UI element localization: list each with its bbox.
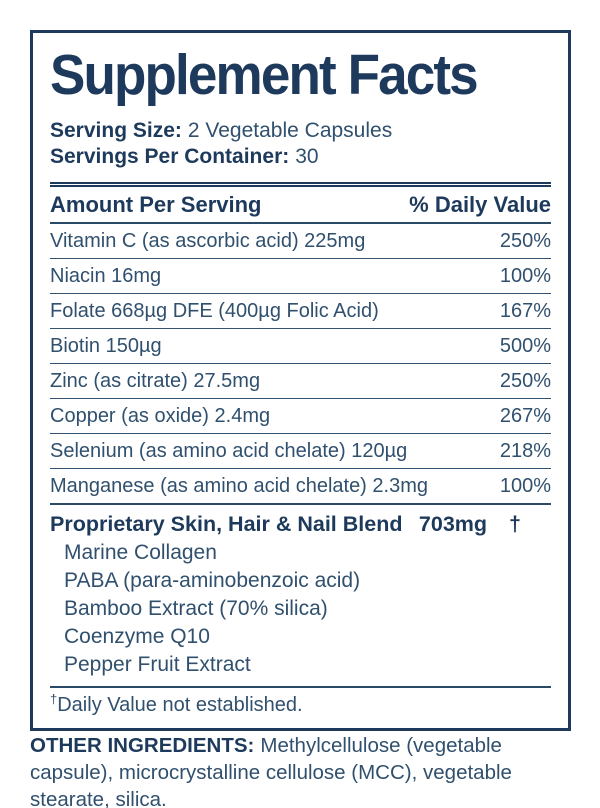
- amount-per-serving-header: Amount Per Serving: [50, 192, 262, 217]
- other-ingredients-text: Methylcellulose (vegetable capsule), mic…: [30, 734, 512, 808]
- nutrient-name: Folate 668µg DFE (400µg Folic Acid): [50, 299, 379, 322]
- serving-size-line: Serving Size: 2 Vegetable Capsules: [50, 118, 551, 144]
- blend-ingredient: Bamboo Extract (70% silica): [64, 597, 328, 620]
- blend-ingredient: Marine Collagen: [64, 541, 217, 564]
- nutrient-dv: 250%: [499, 229, 551, 252]
- blend-amount: 703mg: [418, 512, 488, 536]
- nutrient-name: Manganese (as amino acid chelate) 2.3mg: [50, 474, 428, 497]
- table-header-row: Amount Per Serving % Daily Value: [50, 187, 551, 224]
- table-row: Folate 668µg DFE (400µg Folic Acid) 167%: [50, 294, 551, 329]
- footnote: †Daily Value not established.: [50, 688, 551, 722]
- blend-ingredient: PABA (para-aminobenzoic acid): [64, 569, 361, 592]
- serving-size-value: 2 Vegetable Capsules: [187, 119, 393, 142]
- nutrient-dv: 100%: [499, 474, 551, 497]
- nutrient-dv: 500%: [499, 334, 551, 357]
- nutrient-name: Zinc (as citrate) 27.5mg: [50, 369, 261, 392]
- table-row: Copper (as oxide) 2.4mg 267%: [50, 399, 551, 434]
- nutrient-name: Copper (as oxide) 2.4mg: [50, 404, 271, 427]
- daily-value-header: % Daily Value: [409, 192, 551, 217]
- servings-per-container-line: Servings Per Container: 30: [50, 144, 551, 170]
- footnote-text: Daily Value not established.: [57, 694, 303, 716]
- nutrient-dv: 218%: [499, 439, 551, 462]
- nutrient-dv: 267%: [499, 404, 551, 427]
- facts-box: Supplement Facts Serving Size: 2 Vegetabl…: [30, 30, 571, 731]
- serving-size-label: Serving Size:: [50, 119, 182, 142]
- nutrient-dv: 250%: [499, 369, 551, 392]
- nutrient-name: Vitamin C (as ascorbic acid) 225mg: [50, 229, 366, 252]
- blend-dagger: †: [509, 512, 521, 536]
- other-ingredients: OTHER INGREDIENTS: Methylcellulose (veget…: [30, 732, 575, 808]
- other-ingredients-label: OTHER INGREDIENTS:: [30, 734, 255, 757]
- title: Supplement Facts: [50, 43, 479, 107]
- table-row: Zinc (as citrate) 27.5mg 250%: [50, 364, 551, 399]
- nutrient-name: Niacin 16mg: [50, 264, 162, 287]
- table-row: Niacin 16mg 100%: [50, 259, 551, 294]
- blend-name: Proprietary Skin, Hair & Nail Blend: [50, 512, 403, 536]
- nutrient-name: Selenium (as amino acid chelate) 120µg: [50, 439, 408, 462]
- blend-ingredient: Pepper Fruit Extract: [64, 653, 251, 676]
- servings-per-container-value: 30: [295, 145, 319, 168]
- nutrient-name: Biotin 150µg: [50, 334, 162, 357]
- nutrient-dv: 100%: [499, 264, 551, 287]
- footnote-dagger: †: [50, 691, 58, 707]
- table-row: Biotin 150µg 500%: [50, 329, 551, 364]
- double-rule: [50, 182, 551, 187]
- footnote-rule: [50, 686, 551, 688]
- servings-per-container-label: Servings Per Container:: [50, 145, 290, 168]
- proprietary-blend-heading: Proprietary Skin, Hair & Nail Blend 703m…: [50, 505, 551, 539]
- nutrient-dv: 167%: [499, 299, 551, 322]
- table-row: Vitamin C (as ascorbic acid) 225mg 250%: [50, 224, 551, 259]
- table-row: Selenium (as amino acid chelate) 120µg 2…: [50, 434, 551, 469]
- table-row: Manganese (as amino acid chelate) 2.3mg …: [50, 469, 551, 505]
- blend-ingredient: Coenzyme Q10: [64, 625, 210, 648]
